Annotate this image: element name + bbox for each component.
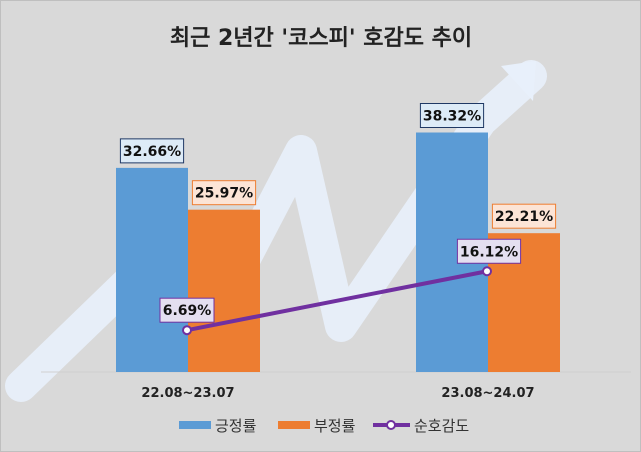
legend: 긍정률 부정률 순호감도 — [179, 417, 469, 435]
legend-label: 순호감도 — [414, 417, 469, 435]
data-label-box — [159, 297, 215, 323]
data-label: 32.66% — [123, 144, 181, 160]
legend-swatch — [179, 421, 211, 429]
data-label-box — [491, 203, 557, 229]
legend-marker — [386, 420, 396, 430]
data-label: 22.21% — [495, 209, 553, 225]
x-tick-label: 22.08~23.07 — [141, 386, 234, 401]
data-label-box — [191, 180, 257, 206]
line-순호감도 — [186, 269, 488, 333]
bar-부정률-0 — [188, 209, 260, 372]
legend-label: 긍정률 — [215, 417, 257, 435]
data-label: 6.69% — [163, 303, 212, 319]
data-label: 38.32% — [423, 109, 481, 125]
line-point — [182, 325, 192, 336]
line-point — [482, 266, 492, 277]
data-label-box — [419, 103, 485, 128]
data-label-box — [456, 238, 522, 264]
data-label-box — [119, 138, 185, 164]
legend-label: 부정률 — [314, 417, 356, 435]
legend-swatch — [278, 421, 310, 429]
data-label: 16.12% — [460, 244, 518, 260]
bar-긍정률-0 — [116, 167, 188, 372]
chart-title: 최근 2년간 '코스피' 호감도 추이 — [170, 26, 472, 51]
data-label: 25.97% — [195, 186, 253, 202]
x-tick-label: 23.08~24.07 — [441, 386, 534, 401]
